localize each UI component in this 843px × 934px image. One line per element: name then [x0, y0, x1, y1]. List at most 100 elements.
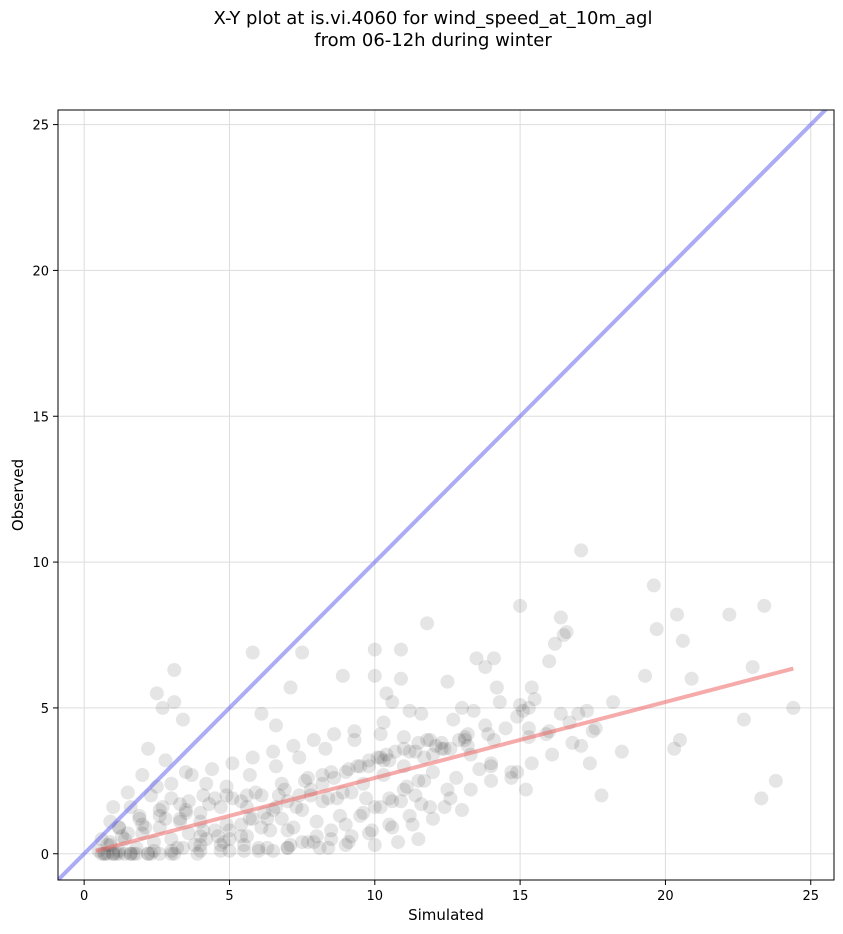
- data-point: [513, 598, 528, 613]
- data-point: [315, 768, 330, 782]
- data-point: [489, 680, 504, 695]
- data-point: [164, 843, 179, 858]
- data-point: [263, 823, 278, 838]
- data-point: [396, 782, 411, 797]
- data-point: [486, 733, 501, 747]
- data-point: [402, 703, 417, 718]
- data-point: [437, 800, 452, 815]
- data-point: [492, 695, 507, 710]
- data-point: [524, 756, 539, 771]
- data-point: [646, 578, 661, 593]
- data-point: [138, 820, 153, 835]
- data-point: [786, 700, 801, 715]
- data-point: [559, 625, 574, 640]
- data-point: [312, 840, 327, 855]
- data-point: [173, 811, 188, 826]
- data-point: [350, 759, 365, 774]
- data-point: [440, 782, 455, 797]
- data-point: [295, 645, 310, 660]
- data-point: [219, 779, 234, 794]
- data-point: [379, 747, 394, 762]
- data-point: [736, 712, 751, 727]
- data-point: [239, 829, 254, 844]
- data-point: [213, 800, 228, 815]
- data-point: [454, 700, 469, 715]
- y-tick-label: 15: [32, 410, 49, 425]
- data-point: [315, 776, 330, 791]
- data-point: [222, 823, 237, 838]
- data-point: [396, 741, 411, 756]
- data-point: [356, 805, 371, 820]
- data-point: [579, 703, 594, 718]
- data-point: [457, 730, 472, 745]
- data-point: [443, 791, 458, 806]
- data-point: [146, 843, 161, 858]
- data-point: [251, 843, 266, 858]
- data-point: [478, 660, 493, 675]
- data-point: [309, 829, 324, 844]
- data-point: [216, 835, 231, 850]
- data-point: [164, 791, 179, 806]
- data-point: [574, 543, 589, 558]
- y-tick-label: 5: [41, 702, 49, 717]
- y-axis-label: Observed: [9, 459, 27, 531]
- data-point: [571, 706, 586, 721]
- y-tick-label: 0: [41, 848, 49, 863]
- data-point: [292, 750, 307, 765]
- data-point: [260, 840, 275, 855]
- data-points: [91, 543, 801, 861]
- data-point: [289, 800, 304, 815]
- data-point: [225, 791, 240, 806]
- data-point: [129, 846, 144, 861]
- data-point: [213, 843, 228, 858]
- data-point: [478, 718, 493, 733]
- data-point: [129, 840, 144, 855]
- data-point: [382, 817, 397, 832]
- data-point: [245, 750, 260, 765]
- data-point: [524, 680, 539, 695]
- data-point: [382, 791, 397, 806]
- data-point: [393, 671, 408, 686]
- data-point: [190, 846, 205, 861]
- data-point: [510, 709, 525, 724]
- data-point: [158, 753, 173, 768]
- data-point: [364, 823, 379, 838]
- data-point: [428, 738, 443, 753]
- data-point: [408, 788, 423, 803]
- data-point: [321, 840, 336, 855]
- data-point: [239, 788, 254, 803]
- data-point: [324, 823, 339, 838]
- data-point: [170, 840, 185, 855]
- data-point: [120, 785, 135, 800]
- data-point: [155, 700, 170, 715]
- data-point: [423, 733, 438, 747]
- data-point: [213, 838, 228, 852]
- data-point: [300, 770, 315, 785]
- data-point: [588, 721, 603, 736]
- data-point: [193, 838, 208, 852]
- data-point: [106, 800, 121, 815]
- data-point: [463, 782, 478, 797]
- data-point: [425, 765, 440, 780]
- y-axis-ticks: 0 5 10 15 20 25: [32, 119, 58, 863]
- data-point: [484, 756, 499, 771]
- data-point: [504, 765, 519, 780]
- data-point: [338, 817, 353, 832]
- data-point: [268, 718, 283, 733]
- data-point: [318, 741, 333, 756]
- data-point: [516, 703, 531, 718]
- data-point: [335, 668, 350, 683]
- data-point: [672, 733, 687, 747]
- data-point: [222, 843, 237, 858]
- data-point: [391, 835, 406, 850]
- data-point: [132, 808, 147, 823]
- data-point: [527, 692, 542, 707]
- data-point: [556, 628, 571, 642]
- data-point: [449, 770, 464, 785]
- data-point: [126, 846, 141, 861]
- data-point: [295, 803, 310, 817]
- x-axis-label: Simulated: [408, 906, 484, 924]
- data-point: [135, 817, 150, 832]
- data-point: [298, 773, 313, 788]
- data-point: [582, 756, 597, 771]
